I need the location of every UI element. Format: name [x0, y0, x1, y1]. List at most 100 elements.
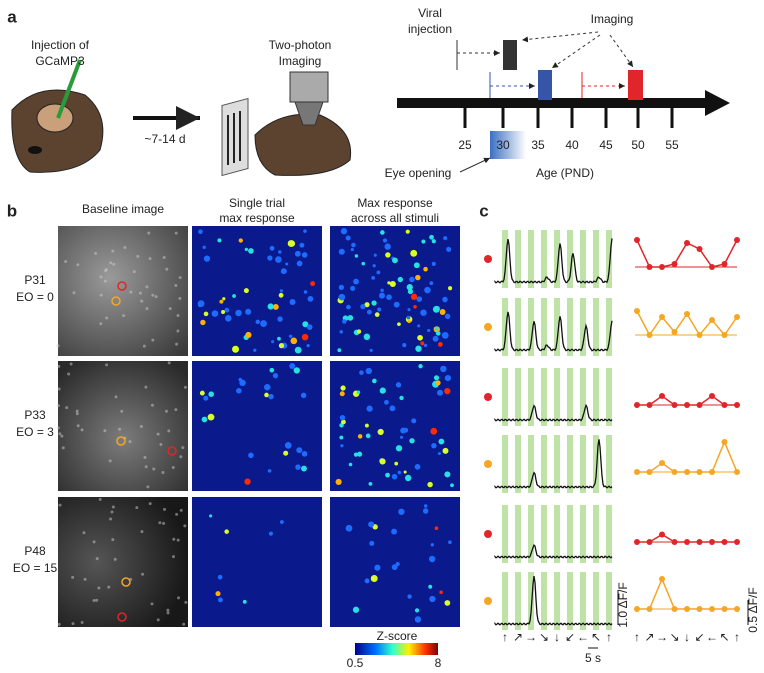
- response-cell: [339, 435, 344, 440]
- response-cell: [397, 276, 404, 283]
- tuning-point: [659, 314, 665, 320]
- response-cell: [356, 329, 362, 334]
- response-cell: [350, 285, 356, 291]
- cell: [145, 285, 149, 289]
- response-cell: [280, 268, 287, 275]
- tuning-point: [709, 264, 715, 270]
- direction: ↗: [644, 630, 654, 644]
- colorbar-title: Z-score: [377, 629, 418, 643]
- response-cell: [359, 370, 364, 375]
- response-cell: [356, 390, 361, 395]
- response-cell: [269, 245, 275, 251]
- age-tick-label: 30: [496, 138, 510, 152]
- response-cell: [400, 427, 407, 434]
- tuning-point: [684, 469, 690, 475]
- cell: [109, 517, 113, 521]
- response-cell: [374, 312, 380, 317]
- response-cell: [428, 584, 433, 589]
- cell: [94, 251, 98, 255]
- response-cell: [279, 520, 284, 524]
- cell: [176, 329, 180, 333]
- response-cell: [306, 343, 310, 348]
- direction: ←: [577, 630, 589, 644]
- response-cell: [284, 441, 292, 449]
- response-cell: [353, 452, 359, 457]
- cell: [95, 598, 99, 602]
- direction: ↘: [539, 630, 549, 644]
- cell-dot: [484, 597, 492, 605]
- cell: [122, 314, 126, 318]
- cell: [109, 261, 113, 265]
- tuning-point: [671, 469, 678, 475]
- stim-bar: [580, 368, 586, 426]
- response-cell: [232, 345, 240, 353]
- tuning-point: [734, 402, 740, 408]
- response-cell: [350, 247, 354, 252]
- tuning-point: [734, 237, 740, 243]
- response-cell: [444, 471, 451, 478]
- response-cell: [364, 578, 370, 584]
- cell: [171, 555, 175, 559]
- cell: [57, 364, 61, 368]
- response-cell: [432, 305, 440, 313]
- cell: [179, 455, 183, 459]
- response-cell: [363, 333, 371, 341]
- response-cell: [407, 320, 411, 324]
- response-cell: [275, 256, 282, 263]
- response-cell: [199, 390, 205, 396]
- response-cell: [357, 434, 363, 439]
- cell: [136, 254, 140, 258]
- response-cell: [431, 442, 437, 449]
- response-cell: [294, 346, 302, 354]
- response-cell: [335, 478, 342, 486]
- response-cell: [300, 465, 307, 472]
- response-cell: [201, 416, 208, 423]
- response-image: [192, 226, 322, 356]
- cell: [99, 293, 103, 297]
- direction: ↓: [554, 630, 560, 644]
- cell: [159, 443, 163, 447]
- response-cell: [198, 229, 203, 235]
- response-cell: [203, 311, 209, 317]
- response-cell: [444, 387, 451, 395]
- response-cell: [203, 255, 211, 262]
- direction: ←: [706, 630, 718, 644]
- colorbar-max: 8: [435, 656, 442, 670]
- colorbar-min: 0.5: [347, 656, 364, 670]
- response-cell: [398, 508, 405, 515]
- roi: [167, 446, 177, 456]
- tuning-point: [684, 402, 690, 408]
- cell: [181, 446, 185, 450]
- response-cell: [340, 444, 344, 448]
- response-cell: [217, 574, 223, 580]
- direction: ↑: [502, 630, 508, 644]
- cell: [120, 409, 124, 413]
- response-cell: [293, 367, 300, 374]
- response-cell: [366, 405, 373, 412]
- response-cell: [393, 301, 400, 308]
- response-cell: [395, 382, 402, 388]
- stim-bar: [541, 505, 547, 563]
- stim-bar: [580, 505, 586, 563]
- response-cell: [402, 343, 407, 348]
- response-cell: [397, 470, 402, 475]
- tuning-point: [634, 308, 640, 314]
- cell: [162, 255, 166, 259]
- tuning-point: [721, 539, 728, 545]
- stim-bar: [554, 230, 560, 288]
- response-cell: [440, 365, 447, 373]
- tuning-point: [659, 531, 665, 538]
- response-cell: [385, 252, 391, 258]
- direction: ↙: [694, 630, 704, 644]
- response-cell: [310, 281, 316, 287]
- response-cell: [299, 242, 305, 248]
- response-cell: [420, 309, 427, 316]
- cell: [162, 521, 166, 525]
- cell: [166, 611, 170, 615]
- age-tick-label: 25: [458, 138, 472, 152]
- cell: [146, 485, 150, 489]
- cell: [168, 307, 172, 311]
- cell: [60, 434, 64, 438]
- cell-dot: [484, 323, 492, 331]
- response-cell: [290, 337, 298, 345]
